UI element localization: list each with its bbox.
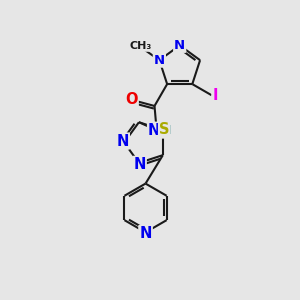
Text: CH₃: CH₃	[130, 41, 152, 51]
Text: H: H	[160, 124, 172, 137]
Text: N: N	[148, 123, 160, 138]
Text: I: I	[212, 88, 218, 103]
Text: O: O	[125, 92, 138, 107]
Text: N: N	[133, 157, 146, 172]
Text: N: N	[174, 39, 185, 52]
Text: N: N	[116, 134, 129, 148]
Text: S: S	[159, 122, 169, 137]
Text: N: N	[154, 54, 165, 67]
Text: N: N	[140, 226, 152, 241]
